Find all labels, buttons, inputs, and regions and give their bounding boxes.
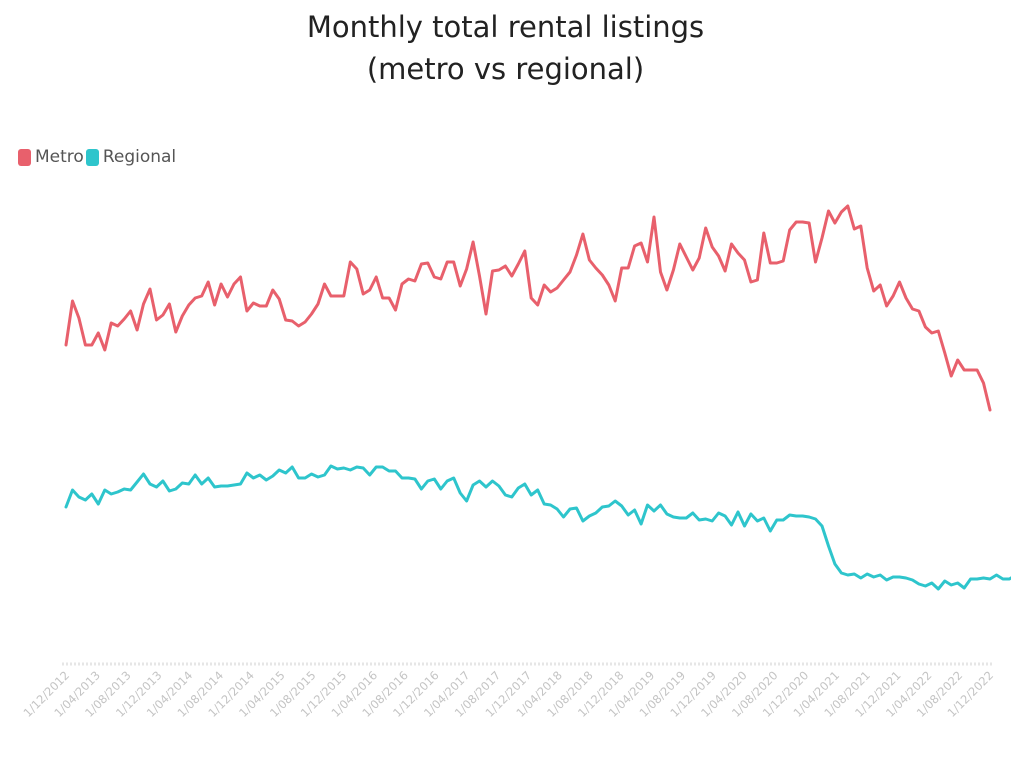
chart-title-line-1: Monthly total rental listings bbox=[306, 10, 705, 44]
legend-swatch-metro bbox=[18, 148, 31, 166]
chart-title-line-2: (metro vs regional) bbox=[366, 52, 645, 86]
series-line-metro[interactable] bbox=[64, 204, 992, 412]
legend-item-regional[interactable]: Regional bbox=[85, 147, 177, 167]
legend-label-metro: Metro bbox=[35, 147, 84, 167]
legend: Metro Regional bbox=[18, 146, 178, 168]
series-line-regional[interactable] bbox=[64, 464, 1011, 591]
chart-title: Monthly total rental listings (metro vs … bbox=[0, 6, 1011, 90]
legend-label-regional: Regional bbox=[102, 147, 177, 167]
legend-swatch-regional bbox=[85, 148, 99, 166]
legend-item-metro[interactable]: Metro bbox=[18, 147, 84, 167]
